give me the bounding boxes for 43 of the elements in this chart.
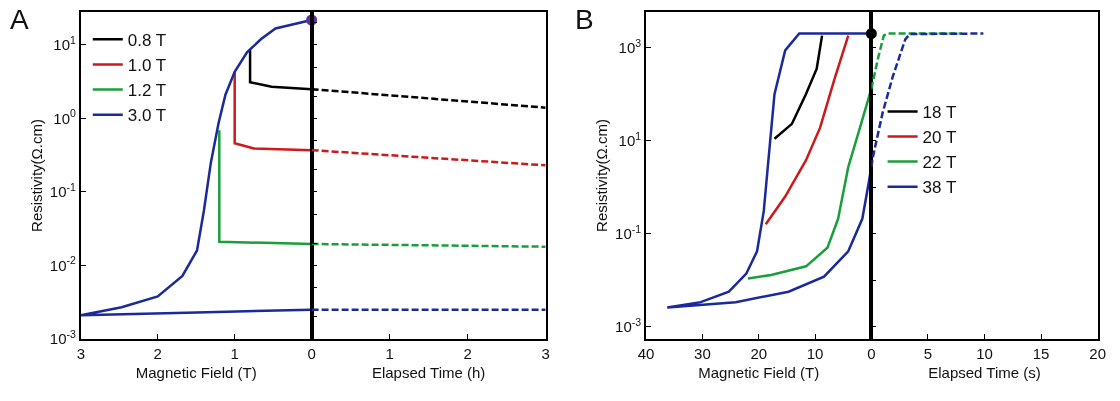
line-series: [773, 34, 824, 140]
legend-label: 22 T: [922, 153, 957, 173]
y-tick-label: 10$^{-1}$: [49, 180, 77, 201]
y-tick-label: 10$^{0}$: [53, 107, 77, 127]
chart-title: B: [575, 4, 594, 35]
legend-label: 3.0 T: [127, 106, 167, 126]
y-tick-label: 10$^{-2}$: [49, 254, 77, 274]
legend-label: 38 T: [922, 178, 957, 198]
x-axis-title: Magnetic Field (T): [698, 363, 820, 381]
x-tick-label: 2: [463, 345, 472, 362]
x-tick-label: 20: [1089, 345, 1106, 362]
x-tick-label: 40: [637, 345, 655, 362]
x-tick-label: 1: [385, 345, 394, 362]
x-tick-label: 0: [867, 345, 876, 362]
x-tick-label: 15: [1032, 345, 1050, 362]
legend-label: 1.2 T: [127, 81, 167, 101]
x-tick-label: 30: [694, 345, 711, 362]
y-tick-label: 10$^{-3}$: [49, 327, 77, 348]
x-tick-label: 1: [230, 345, 239, 362]
x-tick-label: 10: [976, 345, 993, 362]
legend-label: 20 T: [922, 128, 957, 148]
y-tick-label: 10$^{1}$: [618, 129, 642, 149]
legend-label: 0.8 T: [127, 30, 167, 50]
y-tick-label: 10$^{3}$: [618, 36, 642, 56]
chart-title: A: [10, 4, 29, 35]
y-tick-label: 10$^{-1}$: [615, 222, 642, 243]
y-tick-label: 10$^{-3}$: [615, 315, 642, 336]
x-tick-label: 10: [806, 345, 824, 362]
x-axis-title: Elapsed Time (h): [371, 363, 486, 381]
x-tick-label: 5: [923, 345, 933, 362]
legend-label: 1.0 T: [127, 56, 167, 76]
x-tick-label: 0: [307, 345, 316, 362]
x-tick-label: 20: [750, 345, 768, 362]
x-tick-label: 3: [76, 345, 86, 362]
y-tick-label: 10$^{1}$: [53, 33, 77, 54]
x-tick-label: 2: [153, 345, 162, 362]
legend-label: 18 T: [922, 103, 957, 123]
y-axis-title: Resistivity(Ω.cm): [27, 119, 45, 232]
line-series: [764, 34, 850, 226]
x-tick-label: 3: [541, 345, 550, 362]
x-axis-title: Elapsed Time (s): [928, 363, 1041, 381]
y-axis-title: Resistivity(Ω.cm): [592, 119, 610, 232]
x-axis-title: Magnetic Field (T): [135, 363, 257, 381]
